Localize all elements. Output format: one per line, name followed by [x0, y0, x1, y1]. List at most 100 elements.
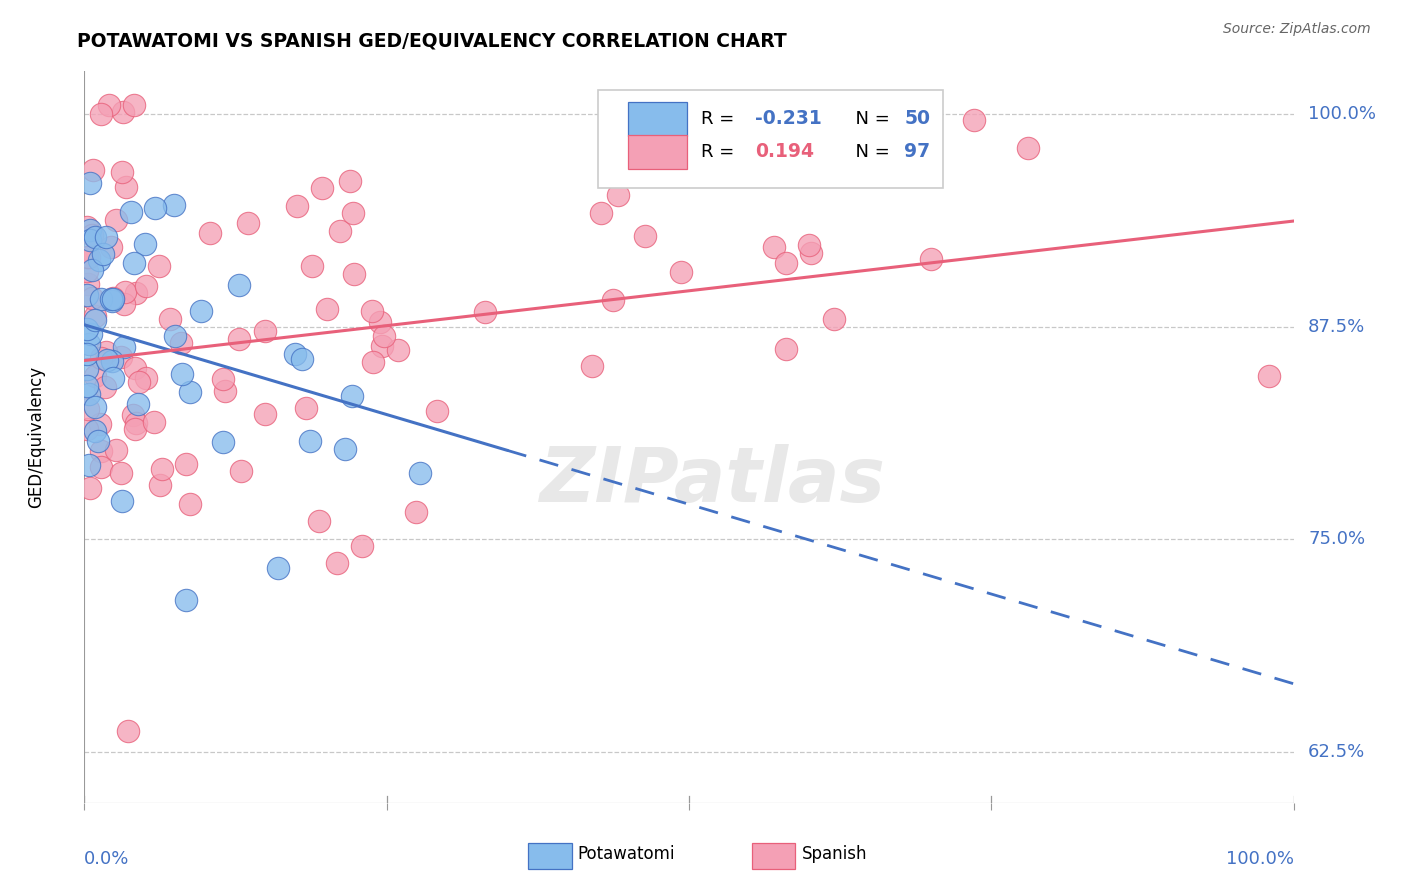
- Point: [89, 417, 111, 431]
- Point: [333, 442, 356, 457]
- Text: Spanish: Spanish: [801, 845, 868, 863]
- Point: [104, 443, 127, 458]
- Point: [602, 293, 624, 308]
- Point: [294, 401, 316, 416]
- Text: 62.5%: 62.5%: [1308, 743, 1365, 761]
- Point: [179, 497, 201, 511]
- Point: [361, 304, 384, 318]
- Point: [190, 304, 212, 318]
- Point: [79, 482, 101, 496]
- Point: [101, 293, 124, 308]
- Text: 0.194: 0.194: [755, 143, 814, 161]
- Point: [80, 326, 103, 341]
- Point: [76, 322, 98, 336]
- Point: [77, 336, 100, 351]
- Point: [83, 425, 105, 439]
- Point: [112, 105, 135, 120]
- Point: [76, 219, 98, 234]
- Point: [82, 291, 104, 305]
- Point: [474, 304, 496, 318]
- Point: [920, 252, 942, 266]
- Point: [368, 314, 391, 328]
- Point: [212, 372, 235, 386]
- Text: R =: R =: [702, 143, 740, 161]
- Point: [91, 247, 114, 261]
- Point: [100, 292, 122, 306]
- Text: POTAWATOMI VS SPANISH GED/EQUIVALENCY CORRELATION CHART: POTAWATOMI VS SPANISH GED/EQUIVALENCY CO…: [77, 31, 787, 50]
- Point: [76, 347, 98, 361]
- Point: [291, 351, 314, 366]
- Point: [229, 464, 252, 478]
- Point: [179, 385, 201, 400]
- Point: [311, 181, 333, 195]
- Point: [799, 237, 821, 252]
- Point: [283, 347, 305, 361]
- Text: 50: 50: [904, 110, 931, 128]
- Point: [105, 213, 128, 227]
- Point: [114, 180, 136, 194]
- Point: [124, 422, 146, 436]
- Point: [82, 162, 104, 177]
- Point: [135, 371, 157, 385]
- Point: [600, 114, 623, 128]
- Point: [111, 164, 134, 178]
- Point: [329, 224, 352, 238]
- Point: [90, 292, 112, 306]
- Text: R =: R =: [702, 110, 740, 128]
- Point: [606, 188, 628, 202]
- Text: N =: N =: [844, 143, 896, 161]
- Point: [79, 223, 101, 237]
- Text: 87.5%: 87.5%: [1308, 318, 1365, 335]
- Point: [142, 415, 165, 429]
- Text: -0.231: -0.231: [755, 110, 823, 128]
- Point: [76, 402, 98, 417]
- FancyBboxPatch shape: [529, 843, 572, 870]
- Point: [110, 350, 132, 364]
- Point: [352, 539, 374, 553]
- Point: [634, 229, 657, 244]
- Point: [828, 161, 851, 175]
- FancyBboxPatch shape: [628, 135, 686, 169]
- FancyBboxPatch shape: [628, 102, 686, 136]
- Point: [77, 250, 100, 264]
- Point: [90, 459, 112, 474]
- Point: [285, 199, 308, 213]
- Point: [339, 174, 361, 188]
- Point: [100, 239, 122, 253]
- Point: [308, 514, 330, 528]
- Point: [110, 467, 132, 481]
- Point: [340, 388, 363, 402]
- Point: [124, 360, 146, 375]
- Point: [90, 106, 112, 120]
- Point: [228, 278, 250, 293]
- Point: [80, 262, 103, 277]
- Point: [363, 355, 385, 369]
- Point: [800, 246, 823, 260]
- Point: [150, 462, 173, 476]
- Point: [253, 324, 276, 338]
- Point: [87, 434, 110, 448]
- Point: [76, 277, 98, 292]
- Point: [112, 297, 135, 311]
- Point: [84, 400, 107, 414]
- Point: [170, 336, 193, 351]
- Point: [228, 332, 250, 346]
- Point: [159, 311, 181, 326]
- Point: [236, 216, 259, 230]
- Point: [124, 98, 146, 112]
- Point: [212, 434, 235, 449]
- Point: [174, 457, 197, 471]
- Point: [1258, 369, 1281, 384]
- Point: [76, 250, 98, 264]
- Text: 0.0%: 0.0%: [84, 850, 129, 869]
- Point: [76, 379, 98, 393]
- Point: [405, 505, 427, 519]
- FancyBboxPatch shape: [599, 90, 943, 188]
- Point: [163, 198, 186, 212]
- Point: [426, 404, 449, 418]
- Point: [110, 493, 132, 508]
- Point: [387, 343, 409, 357]
- Point: [823, 312, 845, 326]
- Point: [79, 233, 101, 247]
- Point: [589, 205, 612, 219]
